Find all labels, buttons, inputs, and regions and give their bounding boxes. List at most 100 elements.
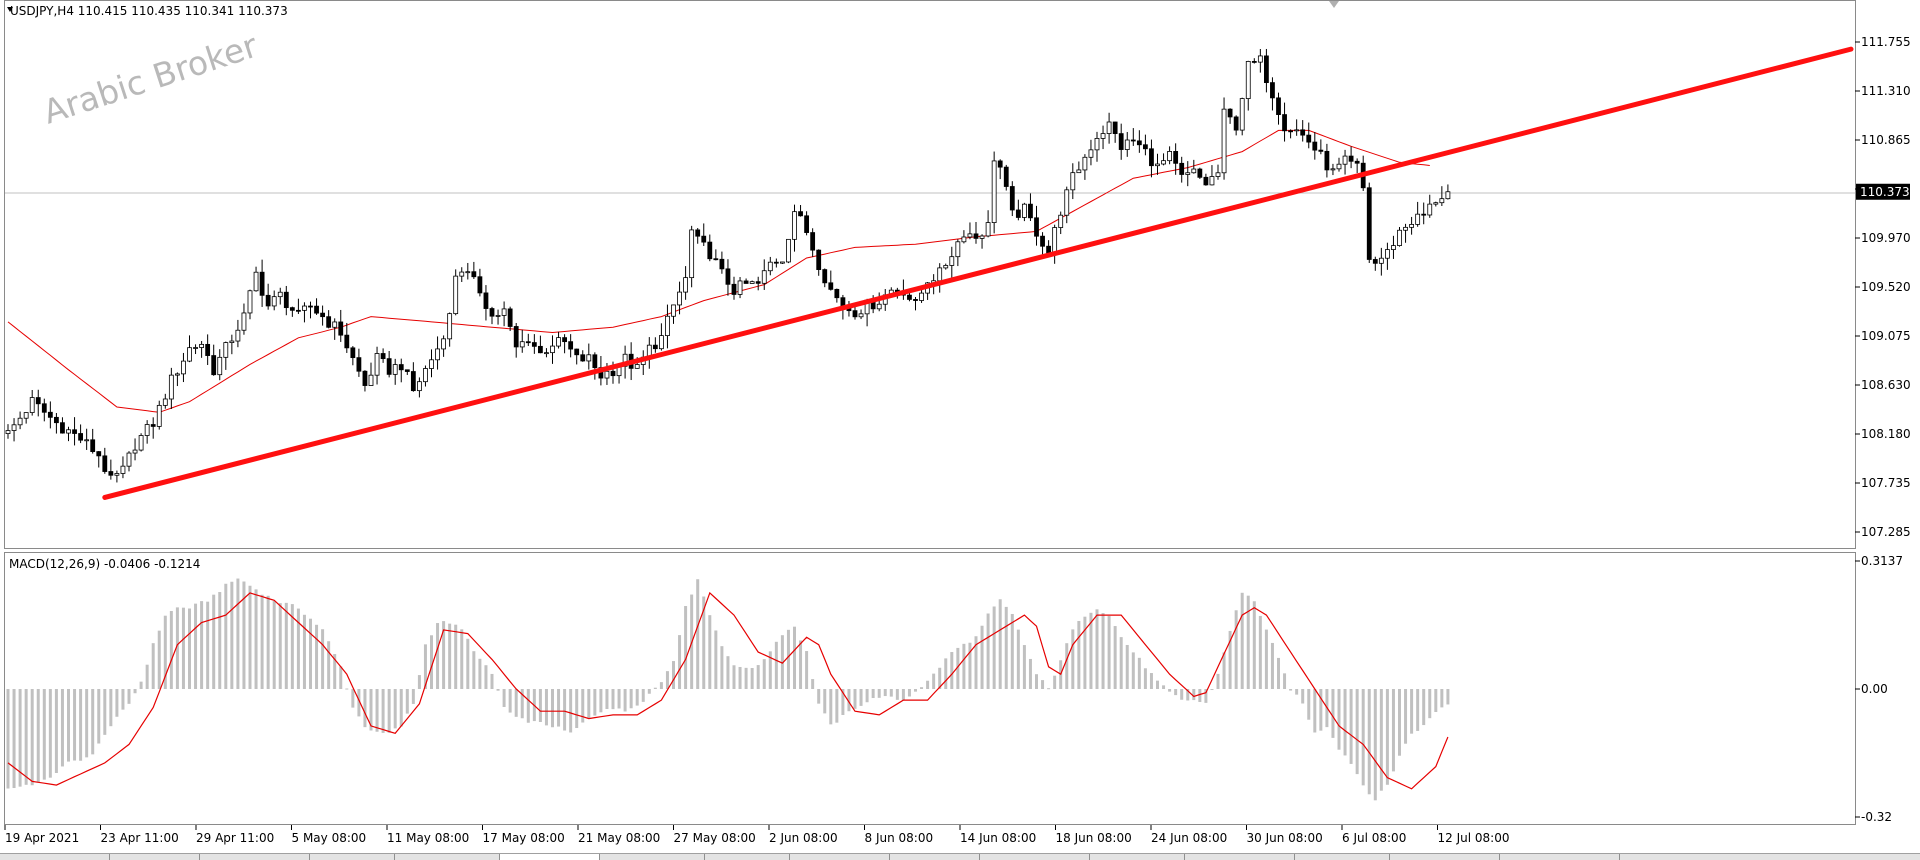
time-axis-label: 14 Jun 08:00 — [960, 831, 1036, 845]
symbol-tab[interactable] — [110, 854, 200, 860]
symbol-tab-bar — [0, 853, 1920, 860]
macd-bar — [1016, 629, 1020, 689]
symbol-tab[interactable] — [1185, 854, 1295, 860]
macd-bar — [793, 626, 796, 689]
macd-bar — [944, 658, 948, 689]
support-trendline[interactable] — [102, 46, 1854, 500]
time-axis-label: 8 Jun 08:00 — [865, 831, 934, 845]
macd-bar — [472, 651, 476, 689]
time-axis-label: 30 Jun 08:00 — [1247, 831, 1323, 845]
macd-bar — [260, 594, 264, 689]
macd-bar — [163, 615, 167, 689]
candle-body — [695, 229, 701, 237]
macd-bar — [629, 689, 633, 709]
macd-bar — [732, 665, 736, 689]
macd-bar — [266, 595, 270, 689]
symbol-tab[interactable] — [0, 854, 110, 860]
candle-body — [265, 294, 271, 307]
candle-body — [919, 292, 924, 301]
macd-bar — [1367, 689, 1371, 795]
candle-body — [1028, 203, 1033, 219]
macd-bar — [1113, 626, 1117, 689]
candle-body — [967, 233, 973, 238]
price-axis-label: 109.075 — [1861, 329, 1911, 343]
symbol-tab[interactable] — [705, 854, 790, 860]
macd-bar — [895, 689, 899, 700]
symbol-tab[interactable] — [1090, 854, 1185, 860]
trendline[interactable] — [102, 46, 1854, 500]
candle-body — [961, 236, 967, 243]
symbol-tab[interactable] — [600, 854, 705, 860]
candle-body — [1106, 121, 1112, 134]
macd-bar — [611, 689, 615, 710]
macd-bar — [1035, 674, 1038, 689]
symbol-dropdown-icon[interactable] — [7, 7, 13, 12]
candle-body — [380, 353, 386, 360]
macd-bar — [762, 659, 766, 689]
macd-bar — [290, 604, 294, 689]
symbol-tab[interactable] — [980, 854, 1090, 860]
macd-bar — [956, 647, 960, 689]
macd-bar — [623, 689, 627, 712]
macd-panel[interactable] — [4, 552, 1856, 825]
macd-bar — [1361, 689, 1365, 786]
chart-shift-marker[interactable] — [1329, 1, 1339, 8]
symbol-tab[interactable] — [500, 854, 600, 860]
symbol-tab[interactable] — [1500, 854, 1620, 860]
candle-body — [241, 312, 247, 331]
candle-body — [1245, 61, 1251, 99]
candle-body — [689, 229, 695, 279]
candle-body — [374, 353, 380, 376]
macd-bar — [551, 689, 554, 728]
macd-bar — [714, 630, 718, 689]
macd-bar — [339, 666, 343, 689]
symbol-tab[interactable] — [890, 854, 980, 860]
candle-body — [544, 352, 549, 355]
candle-body — [326, 316, 332, 328]
candle-body — [913, 299, 918, 301]
candle-body — [985, 222, 991, 237]
macd-signal-line — [7, 591, 1449, 790]
candle-body — [568, 341, 574, 350]
candle-body — [283, 291, 289, 309]
symbol-tab[interactable] — [395, 854, 500, 860]
symbol-tab[interactable] — [1390, 854, 1500, 860]
candle-body — [1034, 217, 1039, 237]
candle-body — [356, 357, 362, 372]
candle-body — [1251, 61, 1257, 63]
candle-body — [562, 337, 567, 343]
candle-body — [907, 294, 912, 300]
macd-bar — [557, 689, 561, 727]
macd-bar — [79, 689, 83, 761]
candle-body — [295, 309, 301, 312]
candle-body — [1124, 139, 1130, 150]
macd-bar — [520, 689, 524, 719]
candle-body — [168, 374, 174, 400]
candle-body — [66, 429, 71, 434]
candle-body — [60, 422, 65, 434]
time-axis-label: 23 Apr 11:00 — [101, 831, 179, 845]
macd-bar — [720, 646, 724, 689]
macd-bar — [1307, 689, 1311, 720]
price-chart-panel[interactable] — [4, 0, 1856, 549]
macd-bar — [1125, 644, 1129, 689]
macd-bar — [847, 689, 851, 712]
candle-body — [1378, 257, 1384, 264]
symbol-tab[interactable] — [200, 854, 310, 860]
macd-bar — [309, 618, 312, 689]
macd-bar — [786, 629, 790, 689]
macd-bar — [1047, 688, 1051, 690]
macd-bar — [1137, 657, 1141, 689]
macd-bar — [1337, 689, 1341, 750]
symbol-tab[interactable] — [310, 854, 395, 860]
macd-bar — [109, 689, 113, 727]
macd-bar — [430, 635, 433, 689]
symbol-tab[interactable] — [1295, 854, 1390, 860]
symbol-tab[interactable] — [790, 854, 890, 860]
candle-body — [120, 465, 126, 474]
candle-body — [949, 256, 955, 266]
time-axis: 19 Apr 2021 23 Apr 11:00 29 Apr 11:00 5 May… — [4, 825, 1509, 845]
candle-body — [1130, 139, 1136, 142]
macd-bar — [1295, 689, 1299, 695]
